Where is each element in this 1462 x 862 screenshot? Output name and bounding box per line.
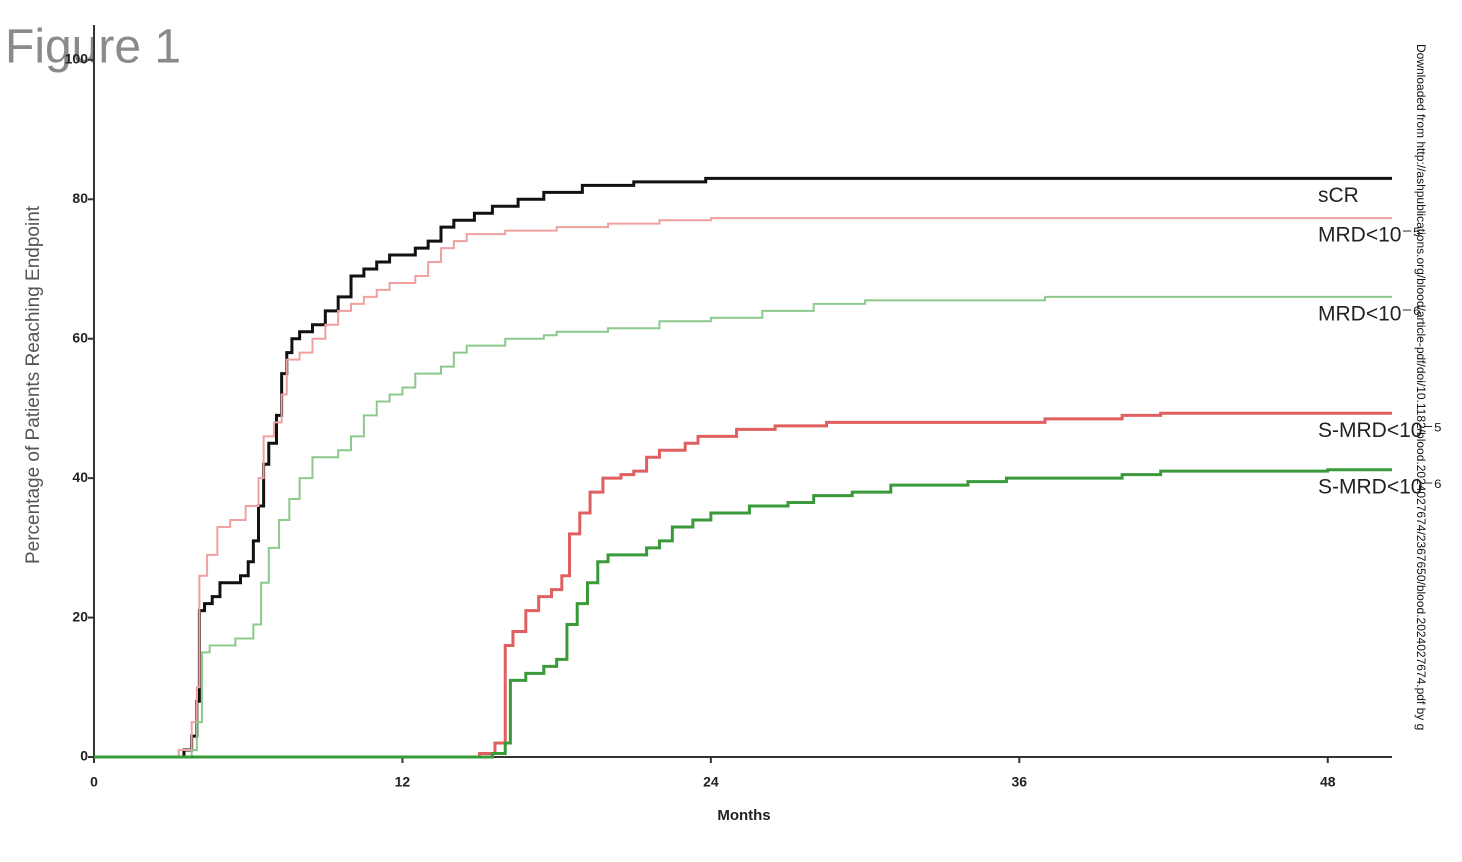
step-line bbox=[94, 176, 1392, 759]
y-tick-label: 0 bbox=[80, 748, 88, 764]
y-axis-label: Percentage of Patients Reaching Endpoint bbox=[23, 205, 44, 564]
series-label: S-MRD<10⁻⁵ bbox=[1318, 419, 1442, 442]
step-line bbox=[94, 295, 1392, 758]
step-line bbox=[94, 411, 1392, 759]
x-tick-label: 24 bbox=[703, 774, 719, 790]
series-label: MRD<10⁻⁶ bbox=[1318, 302, 1421, 325]
y-tick-label: 100 bbox=[65, 51, 89, 67]
y-tick-label: 40 bbox=[72, 469, 88, 485]
x-tick-label: 0 bbox=[90, 774, 98, 790]
step-line bbox=[94, 217, 1392, 758]
x-tick-label: 48 bbox=[1320, 774, 1336, 790]
y-tick-label: 20 bbox=[72, 608, 88, 624]
x-axis-label: Months bbox=[717, 807, 770, 824]
series-label: MRD<10⁻⁵ bbox=[1318, 224, 1421, 247]
watermark: Downloaded from http://ashpublications.o… bbox=[1414, 44, 1428, 730]
step-line bbox=[94, 468, 1392, 759]
x-tick-label: 12 bbox=[395, 774, 411, 790]
x-tick-label: 36 bbox=[1012, 774, 1028, 790]
series-label: sCR bbox=[1318, 184, 1359, 207]
series-label: S-MRD<10⁻⁶ bbox=[1318, 475, 1442, 498]
y-tick-label: 80 bbox=[72, 190, 88, 206]
y-tick-label: 60 bbox=[72, 329, 88, 345]
